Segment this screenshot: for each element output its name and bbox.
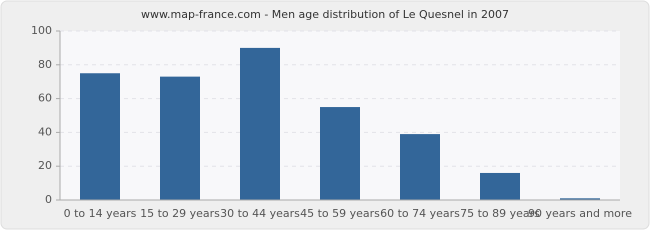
x-tick-label: 0 to 14 years bbox=[64, 207, 137, 220]
y-tick-label: 80 bbox=[38, 58, 52, 71]
x-tick-label: 60 to 74 years bbox=[380, 207, 460, 220]
y-tick-label: 40 bbox=[38, 125, 52, 138]
bar bbox=[320, 107, 360, 200]
y-tick-label: 60 bbox=[38, 92, 52, 105]
y-tick-label: 0 bbox=[45, 193, 52, 206]
bar bbox=[240, 47, 280, 201]
bar bbox=[160, 76, 200, 200]
x-tick-label: 90 years and more bbox=[528, 207, 632, 220]
y-tick-label: 20 bbox=[38, 159, 52, 172]
y-tick-label: 100 bbox=[31, 24, 52, 37]
chart-title: www.map-france.com - Men age distributio… bbox=[141, 8, 509, 21]
bar bbox=[480, 172, 520, 200]
x-tick-label: 75 to 89 years bbox=[460, 207, 540, 220]
x-tick-label: 30 to 44 years bbox=[220, 207, 300, 220]
chart: www.map-france.com - Men age distributio… bbox=[0, 0, 650, 230]
x-tick-label: 45 to 59 years bbox=[300, 207, 380, 220]
x-tick-label: 15 to 29 years bbox=[140, 207, 220, 220]
bar bbox=[80, 73, 120, 200]
bar bbox=[400, 134, 440, 200]
bar bbox=[560, 198, 600, 200]
